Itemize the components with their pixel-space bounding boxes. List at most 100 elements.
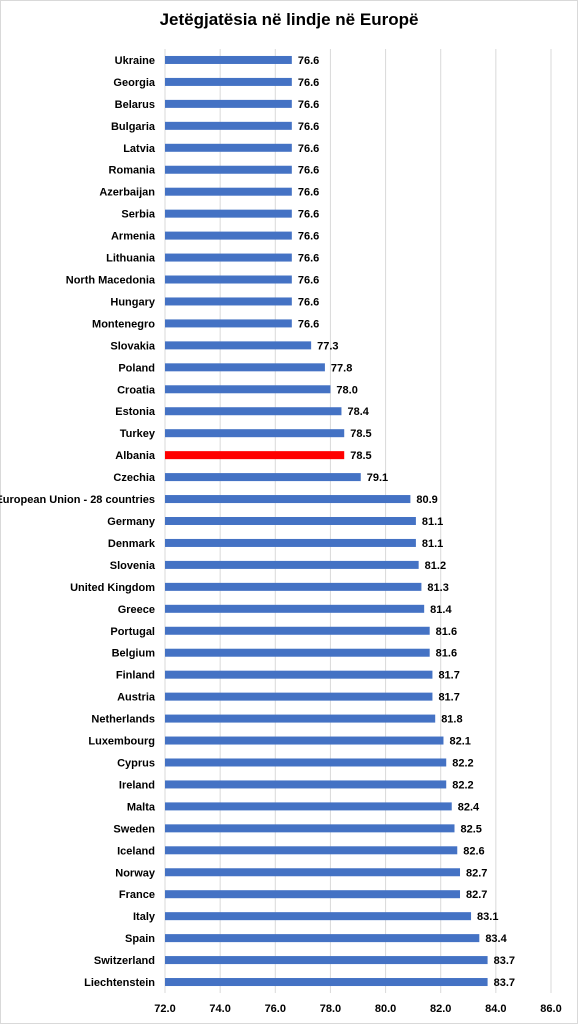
chart-title: Jetëgjatësia në lindje në Europë <box>159 10 419 29</box>
category-label: Bulgaria <box>111 121 156 133</box>
value-label: 82.5 <box>461 823 482 835</box>
bar-lithuania <box>165 253 292 262</box>
value-label: 76.6 <box>298 121 319 133</box>
bar-serbia <box>165 209 292 218</box>
value-label: 81.7 <box>438 670 459 682</box>
category-label: Poland <box>118 362 155 374</box>
bar-romania <box>165 165 292 174</box>
value-label: 77.8 <box>331 362 352 374</box>
bar-austria <box>165 692 433 701</box>
x-tick-label: 82.0 <box>430 1003 451 1015</box>
bar-croatia <box>165 385 331 394</box>
value-label: 82.4 <box>458 801 480 813</box>
bar-turkey <box>165 429 345 438</box>
category-label: Hungary <box>110 296 156 308</box>
category-label: Greece <box>118 604 155 616</box>
bar-ukraine <box>165 55 292 64</box>
bar-albania <box>165 451 345 460</box>
category-label: Malta <box>127 801 156 813</box>
x-tick-label: 72.0 <box>154 1003 175 1015</box>
value-label: 78.5 <box>350 428 371 440</box>
bar-belarus <box>165 99 292 108</box>
value-label: 76.6 <box>298 55 319 67</box>
value-label: 81.7 <box>438 692 459 704</box>
category-label: Spain <box>125 933 155 945</box>
value-label: 81.1 <box>422 516 443 528</box>
category-label: Cyprus <box>117 757 155 769</box>
bar-poland <box>165 363 325 372</box>
value-label: 81.6 <box>436 648 457 660</box>
category-label: Slovenia <box>110 560 156 572</box>
category-label: Montenegro <box>92 318 155 330</box>
bar-netherlands <box>165 714 436 723</box>
bar-hungary <box>165 297 292 306</box>
bar-slovenia <box>165 560 419 569</box>
value-label: 81.4 <box>430 604 452 616</box>
bar-ireland <box>165 780 447 789</box>
bar-portugal <box>165 626 430 635</box>
bar-azerbaijan <box>165 187 292 196</box>
value-label: 81.8 <box>441 714 462 726</box>
value-label: 82.7 <box>466 867 487 879</box>
category-label: Slovakia <box>110 340 156 352</box>
bar-armenia <box>165 231 292 240</box>
value-label: 79.1 <box>367 472 388 484</box>
bar-france <box>165 890 461 899</box>
category-label: Denmark <box>108 538 156 550</box>
value-label: 82.2 <box>452 779 473 791</box>
category-label: Czechia <box>113 472 155 484</box>
value-label: 78.5 <box>350 450 371 462</box>
bar-slovakia <box>165 341 312 350</box>
bar-iceland <box>165 846 458 855</box>
value-label: 76.6 <box>298 209 319 221</box>
category-labels: Ukraine Georgia Belarus Bulgaria Latvia Roman… <box>0 55 156 989</box>
value-label: 82.6 <box>463 845 484 857</box>
category-label: Belarus <box>115 99 155 111</box>
category-label: Iceland <box>117 845 155 857</box>
category-label: United Kingdom <box>70 582 155 594</box>
value-label: 81.3 <box>427 582 448 594</box>
value-label: 76.6 <box>298 99 319 111</box>
category-label: Ukraine <box>115 55 155 67</box>
bar-norway <box>165 868 461 877</box>
category-label: Ireland <box>119 779 155 791</box>
category-label: Germany <box>107 516 156 528</box>
category-label: Portugal <box>110 626 155 638</box>
x-tick-label: 86.0 <box>540 1003 561 1015</box>
bar-latvia <box>165 143 292 152</box>
value-label: 76.6 <box>298 253 319 265</box>
bar-denmark <box>165 538 416 547</box>
category-label: Finland <box>116 670 155 682</box>
bar-georgia <box>165 77 292 86</box>
value-label: 83.7 <box>494 977 515 989</box>
value-label: 82.7 <box>466 889 487 901</box>
category-label: Austria <box>117 692 156 704</box>
x-tick-label: 74.0 <box>209 1003 230 1015</box>
bar-estonia <box>165 407 342 416</box>
category-label: Albania <box>115 450 156 462</box>
category-label: Armenia <box>111 231 156 243</box>
value-label: 83.7 <box>494 955 515 967</box>
category-label: Azerbaijan <box>99 187 155 199</box>
bar-luxembourg <box>165 736 444 745</box>
value-label: 76.6 <box>298 275 319 287</box>
value-label: 78.4 <box>347 406 369 418</box>
x-axis-ticks: 72.0 74.0 76.0 78.0 80.0 82.0 84.0 86.0 <box>154 1003 561 1015</box>
bar-liechtenstein <box>165 978 488 987</box>
value-label: 76.6 <box>298 165 319 177</box>
value-label: 82.1 <box>449 736 470 748</box>
value-label: 81.1 <box>422 538 443 550</box>
value-label: 76.6 <box>298 318 319 330</box>
category-label: European Union - 28 countries <box>0 494 155 506</box>
bar-belgium <box>165 648 430 657</box>
category-label: Sweden <box>113 823 155 835</box>
bar-cyprus <box>165 758 447 767</box>
category-label: Liechtenstein <box>84 977 155 989</box>
category-label: Luxembourg <box>88 736 155 748</box>
value-label: 78.0 <box>336 384 357 396</box>
bar-italy <box>165 912 472 921</box>
bar-germany <box>165 517 416 525</box>
x-tick-label: 78.0 <box>320 1003 341 1015</box>
bar-malta <box>165 802 452 811</box>
